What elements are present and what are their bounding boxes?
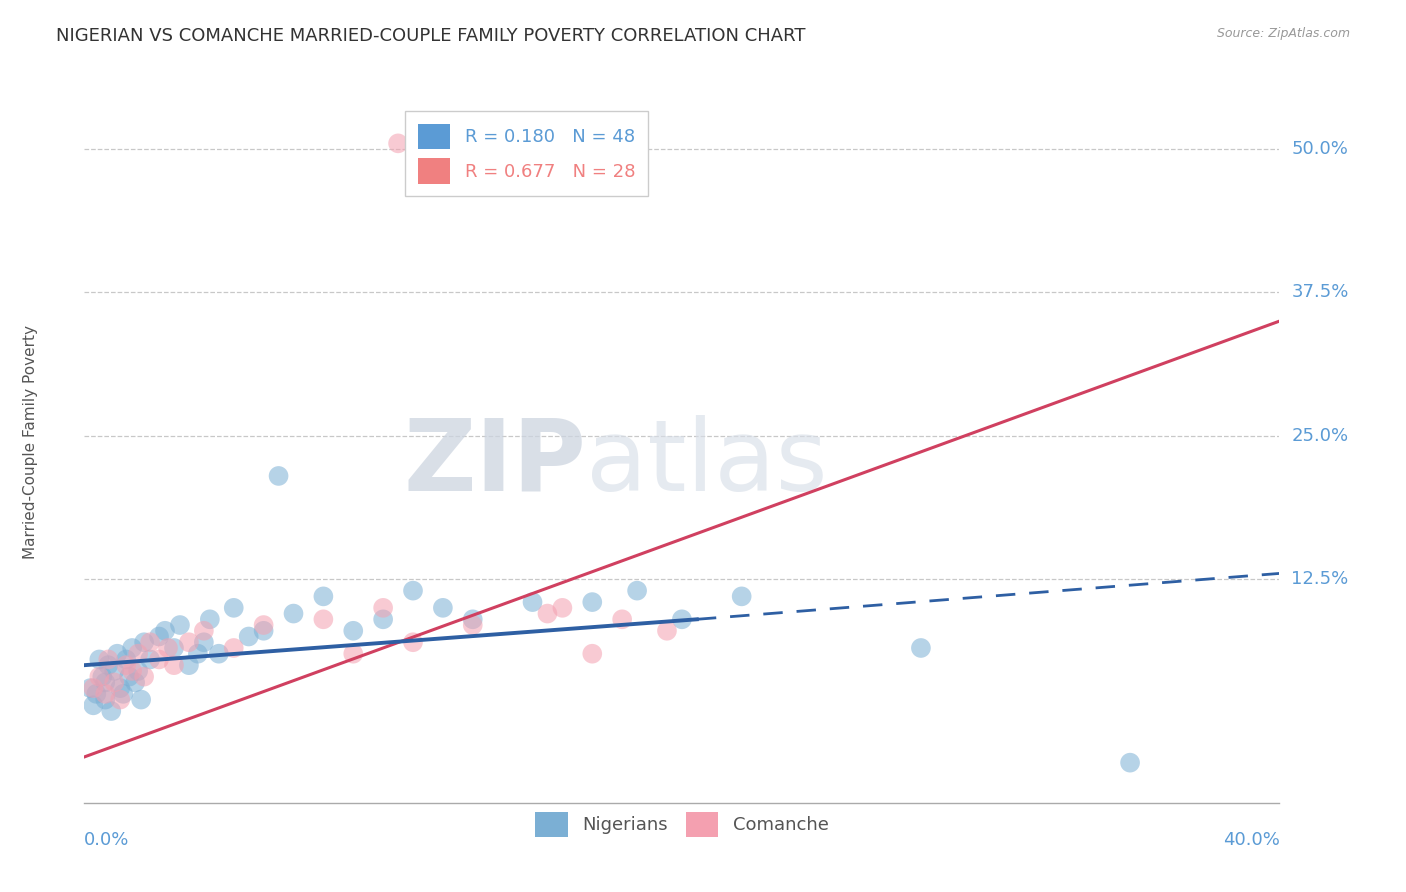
Point bbox=[402, 583, 425, 598]
Legend: Nigerians, Comanche: Nigerians, Comanche bbox=[529, 805, 835, 845]
Point bbox=[139, 635, 162, 649]
Point bbox=[387, 136, 409, 151]
Point bbox=[198, 612, 221, 626]
Point bbox=[127, 664, 149, 678]
Point bbox=[139, 652, 162, 666]
Point bbox=[671, 612, 693, 626]
Text: 50.0%: 50.0% bbox=[1292, 140, 1348, 158]
Point bbox=[94, 687, 117, 701]
Point bbox=[121, 664, 143, 678]
Point bbox=[100, 704, 122, 718]
Point bbox=[148, 652, 170, 666]
Point bbox=[910, 640, 932, 655]
Point bbox=[238, 630, 260, 644]
Point bbox=[373, 600, 395, 615]
Point bbox=[169, 618, 191, 632]
Point bbox=[105, 647, 128, 661]
Point bbox=[253, 618, 276, 632]
Point bbox=[193, 635, 215, 649]
Point bbox=[91, 670, 114, 684]
Point bbox=[94, 692, 117, 706]
Point bbox=[97, 658, 120, 673]
Point bbox=[522, 595, 544, 609]
Text: 37.5%: 37.5% bbox=[1292, 284, 1348, 301]
Text: 0.0%: 0.0% bbox=[84, 831, 129, 849]
Point bbox=[127, 647, 149, 661]
Point bbox=[312, 590, 335, 604]
Point bbox=[1119, 756, 1142, 770]
Point bbox=[432, 600, 454, 615]
Point bbox=[222, 600, 245, 615]
Point bbox=[118, 670, 141, 684]
Point bbox=[461, 618, 484, 632]
Point bbox=[97, 652, 120, 666]
Point bbox=[89, 670, 111, 684]
Point bbox=[132, 670, 156, 684]
Point bbox=[103, 675, 125, 690]
Point bbox=[626, 583, 648, 598]
Point bbox=[148, 630, 170, 644]
Text: NIGERIAN VS COMANCHE MARRIED-COUPLE FAMILY POVERTY CORRELATION CHART: NIGERIAN VS COMANCHE MARRIED-COUPLE FAMI… bbox=[56, 27, 806, 45]
Point bbox=[461, 612, 484, 626]
Text: Source: ZipAtlas.com: Source: ZipAtlas.com bbox=[1216, 27, 1350, 40]
Point bbox=[79, 681, 101, 695]
Point bbox=[551, 600, 574, 615]
Point bbox=[312, 612, 335, 626]
Point bbox=[536, 607, 558, 621]
Point bbox=[82, 681, 104, 695]
Point bbox=[177, 635, 200, 649]
Point bbox=[267, 469, 290, 483]
Point bbox=[163, 658, 186, 673]
Text: ZIP: ZIP bbox=[404, 415, 586, 512]
Point bbox=[110, 692, 132, 706]
Point bbox=[132, 635, 156, 649]
Point bbox=[115, 652, 138, 666]
Point bbox=[342, 647, 364, 661]
Point bbox=[253, 624, 276, 638]
Point bbox=[112, 687, 135, 701]
Point bbox=[283, 607, 305, 621]
Point bbox=[193, 624, 215, 638]
Text: 40.0%: 40.0% bbox=[1223, 831, 1279, 849]
Point bbox=[89, 652, 111, 666]
Point bbox=[115, 658, 138, 673]
Point bbox=[655, 624, 678, 638]
Point bbox=[103, 664, 125, 678]
Text: 25.0%: 25.0% bbox=[1292, 426, 1348, 445]
Point bbox=[110, 681, 132, 695]
Point bbox=[342, 624, 364, 638]
Text: atlas: atlas bbox=[586, 415, 828, 512]
Point bbox=[94, 675, 117, 690]
Point bbox=[163, 640, 186, 655]
Point bbox=[129, 692, 152, 706]
Point bbox=[612, 612, 634, 626]
Point bbox=[187, 647, 209, 661]
Point bbox=[121, 640, 143, 655]
Point bbox=[373, 612, 395, 626]
Text: 12.5%: 12.5% bbox=[1292, 570, 1348, 588]
Point bbox=[581, 647, 603, 661]
Point bbox=[581, 595, 603, 609]
Text: Married-Couple Family Poverty: Married-Couple Family Poverty bbox=[22, 325, 38, 558]
Point bbox=[222, 640, 245, 655]
Point bbox=[86, 687, 108, 701]
Point bbox=[153, 624, 176, 638]
Point bbox=[208, 647, 231, 661]
Point bbox=[731, 590, 754, 604]
Point bbox=[82, 698, 104, 713]
Point bbox=[402, 635, 425, 649]
Point bbox=[157, 640, 180, 655]
Point bbox=[124, 675, 146, 690]
Point bbox=[177, 658, 200, 673]
